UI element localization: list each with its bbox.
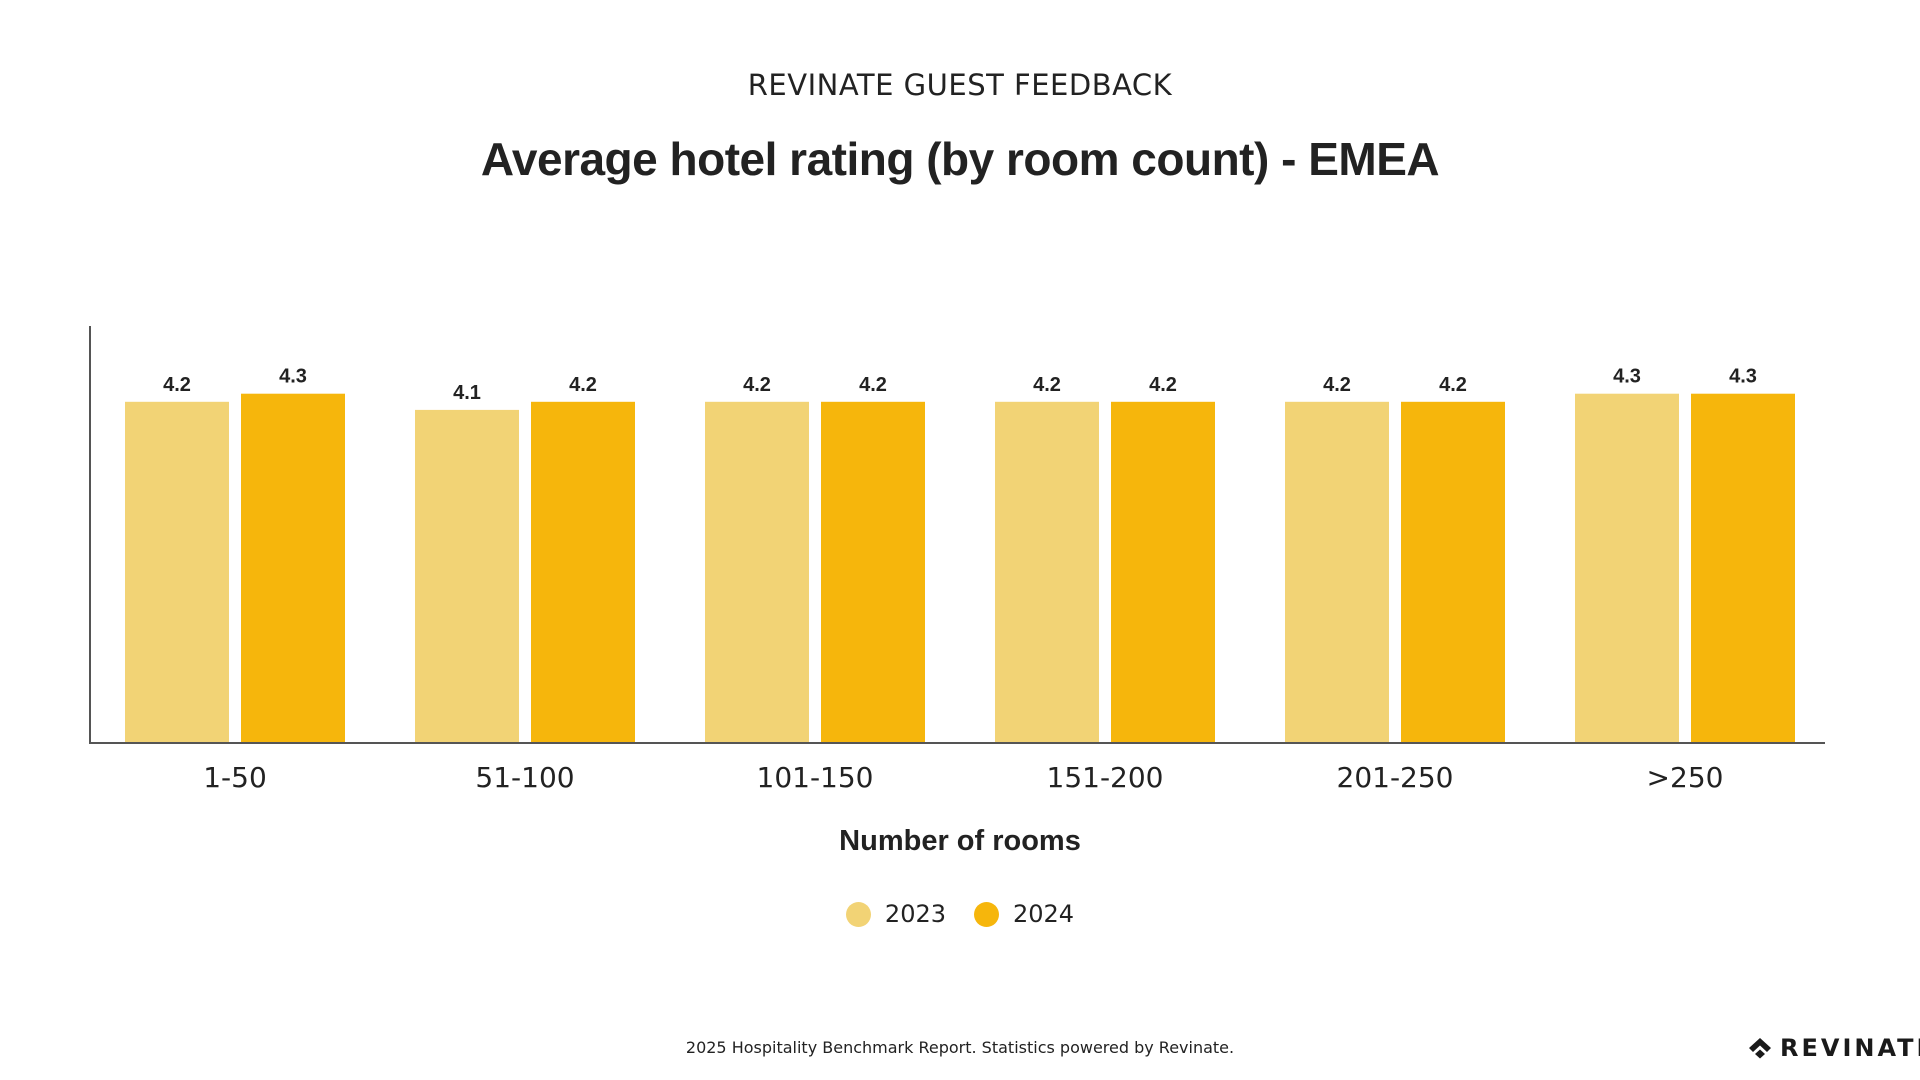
x-tick-label-101-150: 101-150 xyxy=(757,761,874,794)
x-tick-label-151-200: 151-200 xyxy=(1047,761,1164,794)
bar-2024-101-150 xyxy=(821,401,925,742)
data-label-2024->250: 4.3 xyxy=(1729,366,1757,388)
report-eyebrow: REVINATE GUEST FEEDBACK xyxy=(747,68,1173,102)
data-label-2023-201-250: 4.2 xyxy=(1323,374,1351,396)
bar-2023-151-200 xyxy=(995,401,1099,742)
data-label-2024-51-100: 4.2 xyxy=(569,374,597,396)
bar-2023->250 xyxy=(1575,393,1679,742)
data-label-2023-151-200: 4.2 xyxy=(1033,374,1061,396)
legend-label-2024: 2024 xyxy=(1013,900,1075,928)
bar-2024-1-50 xyxy=(241,393,345,742)
legend-swatch-2023 xyxy=(845,901,871,927)
bar-2024-151-200 xyxy=(1111,401,1215,742)
bar-2024-201-250 xyxy=(1401,401,1505,742)
data-label-2024-201-250: 4.2 xyxy=(1439,374,1467,396)
x-tick-label-1-50: 1-50 xyxy=(203,761,267,794)
x-tick-label-51-100: 51-100 xyxy=(475,761,574,794)
legend-item-2023: 2023 xyxy=(845,900,946,928)
legend-label-2023: 2023 xyxy=(884,900,946,928)
data-label-2023->250: 4.3 xyxy=(1613,366,1641,388)
data-label-2024-151-200: 4.2 xyxy=(1149,374,1177,396)
brand-logo: REVINATE xyxy=(1748,1034,1920,1062)
bar-group: 4.2 4.3 4.1 4.2 4.2 4.2 4.2 4.2 4.2 4.2 4.3 4.3 xyxy=(125,366,1795,742)
x-axis-label: Number of rooms xyxy=(839,825,1081,857)
legend-swatch-2024 xyxy=(974,901,999,927)
bar-2024-51-100 xyxy=(531,401,635,742)
chart-title: Average hotel rating (by room count) - E… xyxy=(480,133,1440,185)
data-label-2023-1-50: 4.2 xyxy=(163,374,191,396)
legend-item-2024: 2024 xyxy=(974,900,1074,928)
x-tick-label->250: >250 xyxy=(1647,761,1724,794)
data-label-2023-51-100: 4.1 xyxy=(453,382,481,404)
x-tick-labels: 1-50 51-100 101-150 151-200 201-250 >250 xyxy=(203,761,1723,794)
bar-2023-51-100 xyxy=(415,409,519,742)
brand-wordmark: REVINATE xyxy=(1780,1034,1920,1062)
footer-credit: 2025 Hospitality Benchmark Report. Stati… xyxy=(685,1038,1235,1057)
data-label-2024-101-150: 4.2 xyxy=(859,374,887,396)
bar-2023-201-250 xyxy=(1285,401,1389,742)
bar-2024->250 xyxy=(1691,393,1795,742)
x-tick-label-201-250: 201-250 xyxy=(1337,761,1454,794)
revinate-logo-icon xyxy=(1749,1038,1771,1059)
legend: 2023 2024 xyxy=(0,900,1920,928)
bar-2023-101-150 xyxy=(705,401,809,742)
data-label-2023-101-150: 4.2 xyxy=(743,374,771,396)
data-label-2024-1-50: 4.3 xyxy=(279,366,307,388)
bar-2023-1-50 xyxy=(125,401,229,742)
